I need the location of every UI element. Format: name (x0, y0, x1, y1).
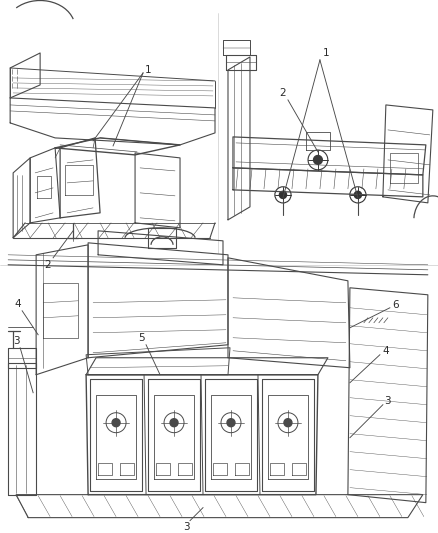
Text: 3: 3 (13, 336, 19, 346)
Circle shape (279, 191, 286, 198)
Text: 1: 1 (145, 65, 152, 75)
Text: 3: 3 (183, 522, 189, 531)
Text: 3: 3 (385, 395, 391, 406)
Text: 6: 6 (392, 300, 399, 310)
Circle shape (112, 419, 120, 427)
Text: 2: 2 (44, 260, 50, 270)
Circle shape (284, 419, 292, 427)
Text: 5: 5 (138, 333, 145, 343)
Text: 2: 2 (279, 88, 286, 98)
Text: 4: 4 (15, 299, 21, 309)
Circle shape (354, 191, 361, 198)
Circle shape (227, 419, 235, 427)
Text: 1: 1 (323, 48, 329, 58)
Text: 4: 4 (382, 346, 389, 356)
Circle shape (314, 156, 322, 164)
Circle shape (170, 419, 178, 427)
